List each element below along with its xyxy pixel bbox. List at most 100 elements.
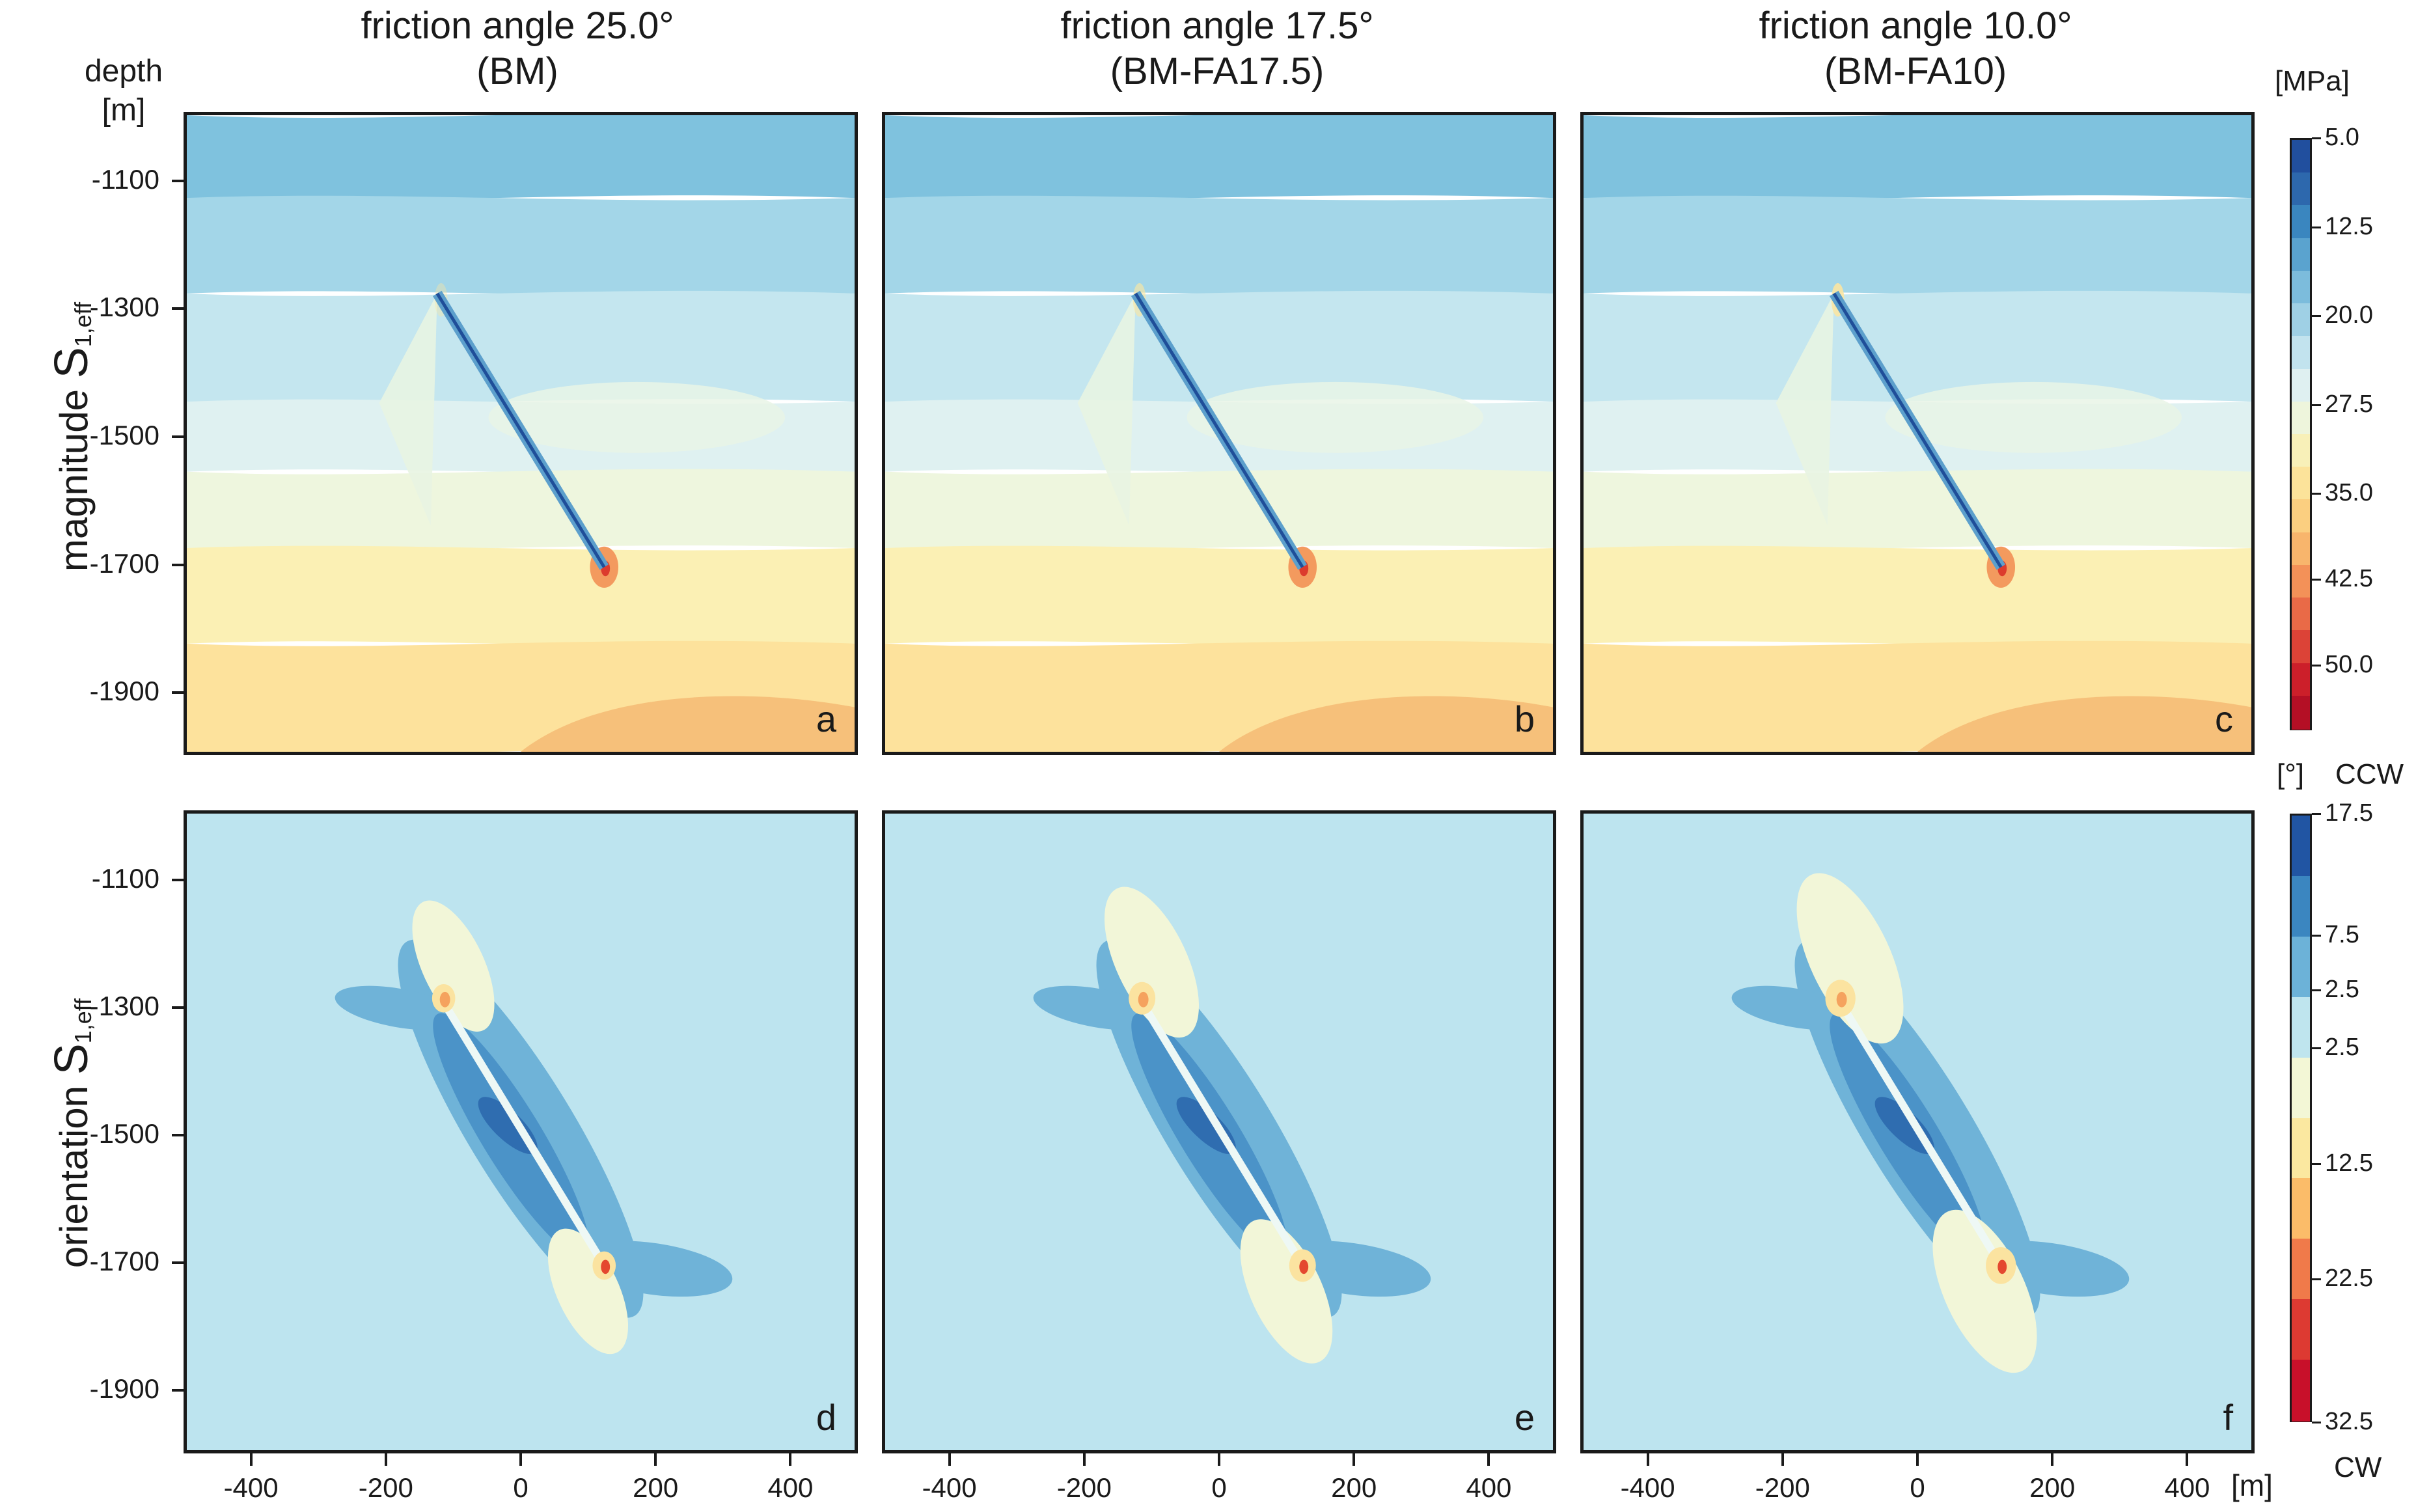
x-tick-mark-1-4: [654, 1453, 657, 1466]
x-tick-label-2-4: 200: [1331, 1472, 1377, 1503]
y-tick-label-top-1: -1100: [91, 164, 159, 195]
column-title-2: friction angle 17.5° (BM-FA17.5): [882, 3, 1552, 94]
x-tick-mark-2-5: [1487, 1453, 1490, 1466]
colorbar-magnitude-tick-mark-7: [2312, 664, 2321, 667]
x-axis-unit: [m]: [2231, 1468, 2273, 1502]
fault-trace: [1832, 292, 2003, 568]
colorbar-orientation-segment-3: [2292, 936, 2310, 998]
tip-top-rotation-core: [1836, 991, 1847, 1008]
x-tick-mark-3-1: [1646, 1453, 1649, 1466]
colorbar-orientation-tick-mark-1: [2312, 813, 2321, 815]
ccw-core: [1176, 1097, 1236, 1155]
tip-bottom-rotation-core: [1299, 1259, 1309, 1274]
x-tick-label-2-5: 400: [1466, 1472, 1512, 1503]
x-tick-mark-3-2: [1781, 1453, 1784, 1466]
fault-strip: [433, 989, 608, 1268]
panel-c-plot: [1584, 115, 2251, 752]
row-label-orientation-word: orientation: [52, 1075, 96, 1269]
column-title-3: friction angle 10.0° (BM-FA10): [1580, 3, 2251, 94]
y-tick-mark-top-3: [172, 435, 185, 438]
row-label-magnitude-word: magnitude: [52, 378, 96, 572]
colorbar-orientation-segment-9: [2292, 1299, 2310, 1361]
x-tick-mark-3-4: [2051, 1453, 2054, 1466]
colorbar-magnitude-tick-label-7: 50.0: [2325, 650, 2373, 678]
y-tick-label-top-5: -1900: [89, 676, 159, 706]
colorbar-magnitude-segment-10: [2292, 434, 2310, 469]
deep-compression-zone: [1917, 696, 2251, 752]
colorbar-orientation-segment-2: [2292, 875, 2310, 938]
x-tick-label-2-2: -200: [1056, 1472, 1112, 1503]
colorbar-magnitude-segment-16: [2292, 630, 2310, 665]
x-tick-label-2-1: -400: [922, 1472, 977, 1503]
colorbar-orientation-segment-6: [2292, 1118, 2310, 1180]
stress-layer-5: [1584, 469, 2251, 551]
panel-letter-d: d: [816, 1397, 836, 1438]
y-tick-mark-bottom-4: [172, 1261, 185, 1264]
panel-e-plot: [885, 814, 1553, 1450]
ccw-core: [478, 1097, 538, 1155]
panel-f-orientation-fa10: f: [1580, 810, 2255, 1453]
colorbar-magnitude-segment-9: [2292, 401, 2310, 435]
stress-layer-1: [1584, 115, 2251, 201]
y-tick-label-bottom-1: -1100: [91, 863, 159, 894]
y-tick-mark-top-5: [172, 691, 185, 694]
x-tick-label-1-3: 0: [513, 1472, 528, 1503]
stress-layer-2: [1584, 195, 2251, 296]
y-tick-mark-bottom-3: [172, 1134, 185, 1136]
colorbar-orientation-ccw-label: CCW: [2335, 758, 2404, 790]
y-tick-label-bottom-4: -1700: [89, 1246, 159, 1276]
panel-letter-a: a: [816, 698, 836, 739]
cw-lower-lobe: [1240, 1219, 1333, 1364]
hanging-wall-wedge: [379, 293, 437, 526]
colorbar-orientation-tick-mark-7: [2312, 1422, 2321, 1423]
x-tick-label-3-2: -200: [1755, 1472, 1810, 1503]
panel-letter-e: e: [1514, 1397, 1535, 1438]
x-tick-mark-2-1: [948, 1453, 951, 1466]
cw-lower-lobe: [547, 1228, 629, 1354]
colorbar-orientation-tick-label-5: 12.5: [2325, 1149, 2373, 1177]
stress-layer-5: [187, 469, 855, 551]
x-tick-mark-3-5: [2186, 1453, 2189, 1466]
stress-layer-5: [885, 469, 1553, 551]
colorbar-magnitude-segment-14: [2292, 564, 2310, 599]
depth-label-line2: [m]: [102, 93, 146, 128]
x-tick-label-3-5: 400: [2164, 1472, 2210, 1503]
panel-c-magnitude-fa10: c: [1580, 112, 2255, 755]
stress-layer-2: [885, 195, 1553, 296]
panel-letter-c: c: [2215, 698, 2233, 739]
colorbar-orientation-tick-label-2: 7.5: [2325, 921, 2359, 948]
colorbar-orientation-segment-4: [2292, 997, 2310, 1059]
y-tick-label-top-4: -1700: [89, 548, 159, 579]
colorbar-orientation-segment-7: [2292, 1178, 2310, 1241]
stress-layer-1: [187, 115, 855, 201]
colorbar-magnitude-tick-label-3: 20.0: [2325, 301, 2373, 329]
colorbar-magnitude-segment-18: [2292, 695, 2310, 730]
footwall-lobe: [1885, 381, 2182, 453]
colorbar-orientation-tick-label-4: 2.5: [2325, 1033, 2359, 1061]
y-tick-mark-top-2: [172, 307, 185, 310]
colorbar-orientation-tick-label-3: 2.5: [2325, 976, 2359, 1004]
x-tick-label-3-1: -400: [1620, 1472, 1675, 1503]
column-title-1: friction angle 25.0° (BM): [182, 3, 853, 94]
panel-d-orientation-fa25: d: [184, 810, 858, 1453]
y-tick-mark-bottom-2: [172, 1006, 185, 1009]
colorbar-magnitude-segment-11: [2292, 467, 2310, 501]
deep-compression-zone: [521, 696, 855, 752]
cw-upper-lobe: [412, 900, 495, 1032]
panel-b-magnitude-fa17-5: b: [882, 112, 1556, 755]
tip-bottom-rotation-core: [1997, 1259, 2007, 1274]
stress-layer-3: [187, 290, 855, 405]
colorbar-orientation-segment-10: [2292, 1360, 2310, 1422]
colorbar-magnitude-tick-mark-4: [2312, 404, 2321, 406]
colorbar-orientation-tick-mark-2: [2312, 935, 2321, 937]
y-tick-label-top-2: -1300: [89, 292, 159, 322]
x-tick-mark-2-4: [1352, 1453, 1356, 1466]
colorbar-magnitude-segment-4: [2292, 238, 2310, 272]
colorbar-magnitude-segment-6: [2292, 303, 2310, 338]
colorbar-orientation-cw-label: CW: [2334, 1451, 2382, 1483]
y-tick-mark-top-4: [172, 564, 185, 566]
panel-a-plot: [187, 115, 855, 752]
hanging-wall-wedge: [1077, 293, 1136, 526]
panel-b-plot: [885, 115, 1553, 752]
colorbar-orientation-tick-label-1: 17.5: [2325, 799, 2373, 827]
